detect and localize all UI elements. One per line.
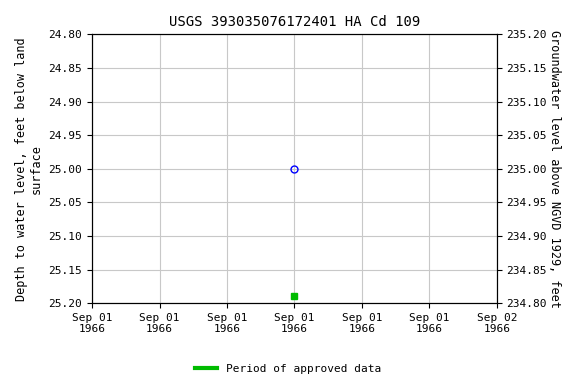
- Y-axis label: Groundwater level above NGVD 1929, feet: Groundwater level above NGVD 1929, feet: [548, 30, 561, 308]
- Title: USGS 393035076172401 HA Cd 109: USGS 393035076172401 HA Cd 109: [169, 15, 420, 29]
- Legend: Period of approved data: Period of approved data: [191, 359, 385, 379]
- Y-axis label: Depth to water level, feet below land
surface: Depth to water level, feet below land su…: [15, 37, 43, 301]
